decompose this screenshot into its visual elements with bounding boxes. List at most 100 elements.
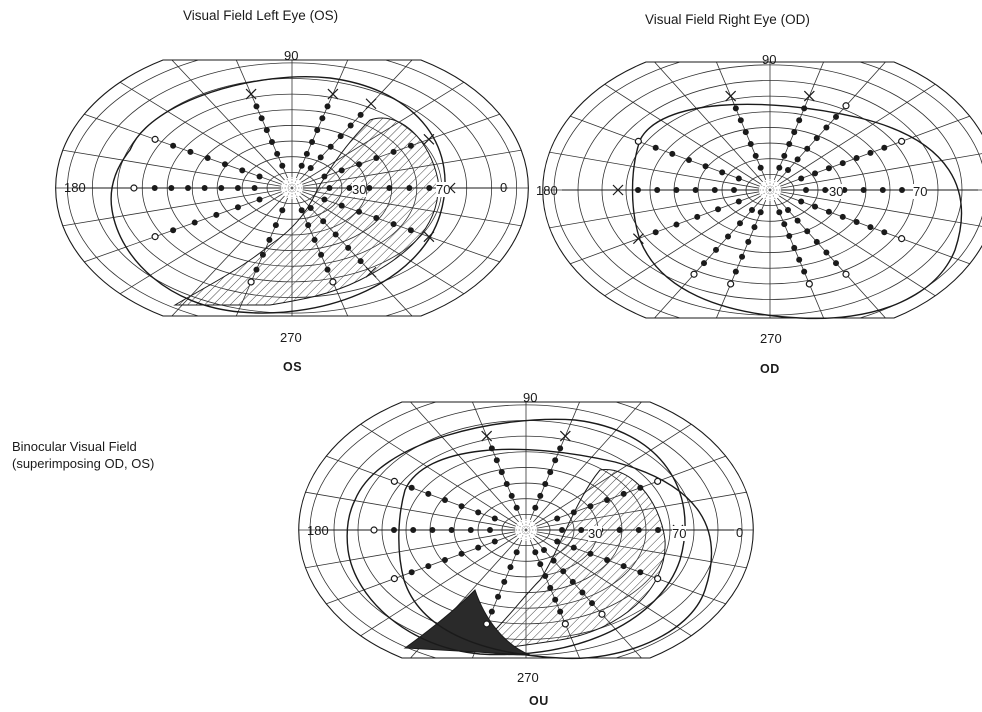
test-point-dot xyxy=(587,503,594,510)
meridian-line xyxy=(156,187,293,316)
os-chart-group xyxy=(55,59,529,317)
test-point-dot xyxy=(234,204,241,211)
test-point-dot xyxy=(532,504,539,511)
test-point-dot xyxy=(711,187,718,193)
test-point-dot xyxy=(168,185,175,191)
test-point-dot xyxy=(318,251,325,258)
test-point-dot xyxy=(429,527,436,533)
fixation-ray xyxy=(291,178,298,189)
test-point-dot xyxy=(314,127,321,134)
test-point-dot xyxy=(324,266,331,273)
fixation-ray xyxy=(769,189,780,196)
meridian-line xyxy=(55,187,293,232)
test-point-dot xyxy=(860,187,867,193)
test-point-dot xyxy=(503,481,510,488)
test-point-dot xyxy=(785,167,791,174)
test-point-dot xyxy=(737,220,743,227)
fixation-ray xyxy=(525,529,536,536)
fixation-ray xyxy=(282,182,293,189)
test-point-dot xyxy=(425,563,432,570)
meridian-line xyxy=(395,529,527,658)
test-point-dot xyxy=(266,236,273,243)
test-point-dot xyxy=(732,268,739,275)
test-point-dot xyxy=(791,129,798,136)
test-point-dot xyxy=(725,233,731,240)
test-point-dot xyxy=(356,208,363,215)
test-point-dot xyxy=(256,173,263,180)
test-point-dot xyxy=(253,266,260,273)
test-point-dot xyxy=(554,515,561,522)
test-point-dot xyxy=(373,155,380,162)
test-point-dot xyxy=(298,162,305,169)
test-point-dot xyxy=(191,219,198,226)
isopter-outline xyxy=(110,76,446,314)
test-point-dot xyxy=(813,238,820,245)
test-point-dot xyxy=(256,196,263,203)
test-point-dot xyxy=(366,185,373,191)
test-point-dot xyxy=(796,256,803,263)
os-label-270: 270 xyxy=(280,330,302,345)
test-point-dot xyxy=(557,608,564,615)
meridian-line xyxy=(639,62,771,191)
scotoma-hatched xyxy=(468,469,666,653)
test-point-dot xyxy=(867,224,874,231)
test-point-dot xyxy=(475,509,482,516)
test-point-dot xyxy=(258,115,265,122)
test-point-dot xyxy=(321,173,328,180)
test-point-dot xyxy=(785,206,791,213)
test-point-cross xyxy=(559,430,571,442)
test-point-dot xyxy=(635,187,641,193)
test-point-dot xyxy=(853,155,860,161)
test-point-dot xyxy=(170,142,177,149)
test-point-dot xyxy=(692,187,699,193)
test-point-open xyxy=(151,233,159,241)
test-point-cross xyxy=(327,88,339,100)
test-point-dot xyxy=(458,550,465,557)
test-point-dot xyxy=(825,208,832,215)
test-point-dot xyxy=(899,187,905,193)
fixation-ray xyxy=(282,187,293,194)
test-point-dot xyxy=(776,164,783,171)
test-point-dot xyxy=(798,175,805,182)
test-point-dot xyxy=(547,584,554,591)
test-point-dot xyxy=(560,568,567,575)
test-point-dot xyxy=(337,133,344,140)
fixation-ray xyxy=(769,180,776,191)
test-point-open xyxy=(483,620,491,628)
od-label-70: 70 xyxy=(913,184,928,199)
test-point-dot xyxy=(701,260,707,267)
test-point-dot xyxy=(357,258,364,265)
test-point-dot xyxy=(356,161,363,168)
meridian-line xyxy=(769,146,982,191)
test-point-dot xyxy=(867,149,874,156)
ou-label-180: 180 xyxy=(307,523,329,538)
test-point-dot xyxy=(719,169,726,176)
test-point-dot xyxy=(407,227,414,234)
test-point-dot xyxy=(781,152,788,159)
test-point-dot xyxy=(557,445,564,452)
fixation-ray xyxy=(769,184,780,191)
test-point-dot xyxy=(408,569,415,576)
fixation-ray xyxy=(516,529,527,536)
test-point-dot xyxy=(578,527,585,533)
test-point-open xyxy=(130,184,138,192)
test-point-cross xyxy=(612,184,624,196)
test-point-dot xyxy=(879,187,886,193)
test-point-dot xyxy=(823,124,830,131)
test-point-open xyxy=(151,135,159,143)
test-point-dot xyxy=(798,198,805,205)
test-point-dot xyxy=(441,497,448,504)
scotoma-hatched xyxy=(173,117,439,306)
test-point-dot xyxy=(346,185,353,191)
meridian-line xyxy=(525,402,657,531)
ou-label-70: 70 xyxy=(672,526,687,541)
test-point-dot xyxy=(425,490,432,497)
od-label-180: 180 xyxy=(536,183,558,198)
test-point-dot xyxy=(637,484,644,491)
test-point-cross xyxy=(423,133,435,145)
test-point-dot xyxy=(407,142,414,149)
test-point-dot xyxy=(326,185,333,191)
test-point-cross xyxy=(725,90,737,102)
test-point-dot xyxy=(747,141,754,148)
test-point-open xyxy=(654,575,662,583)
